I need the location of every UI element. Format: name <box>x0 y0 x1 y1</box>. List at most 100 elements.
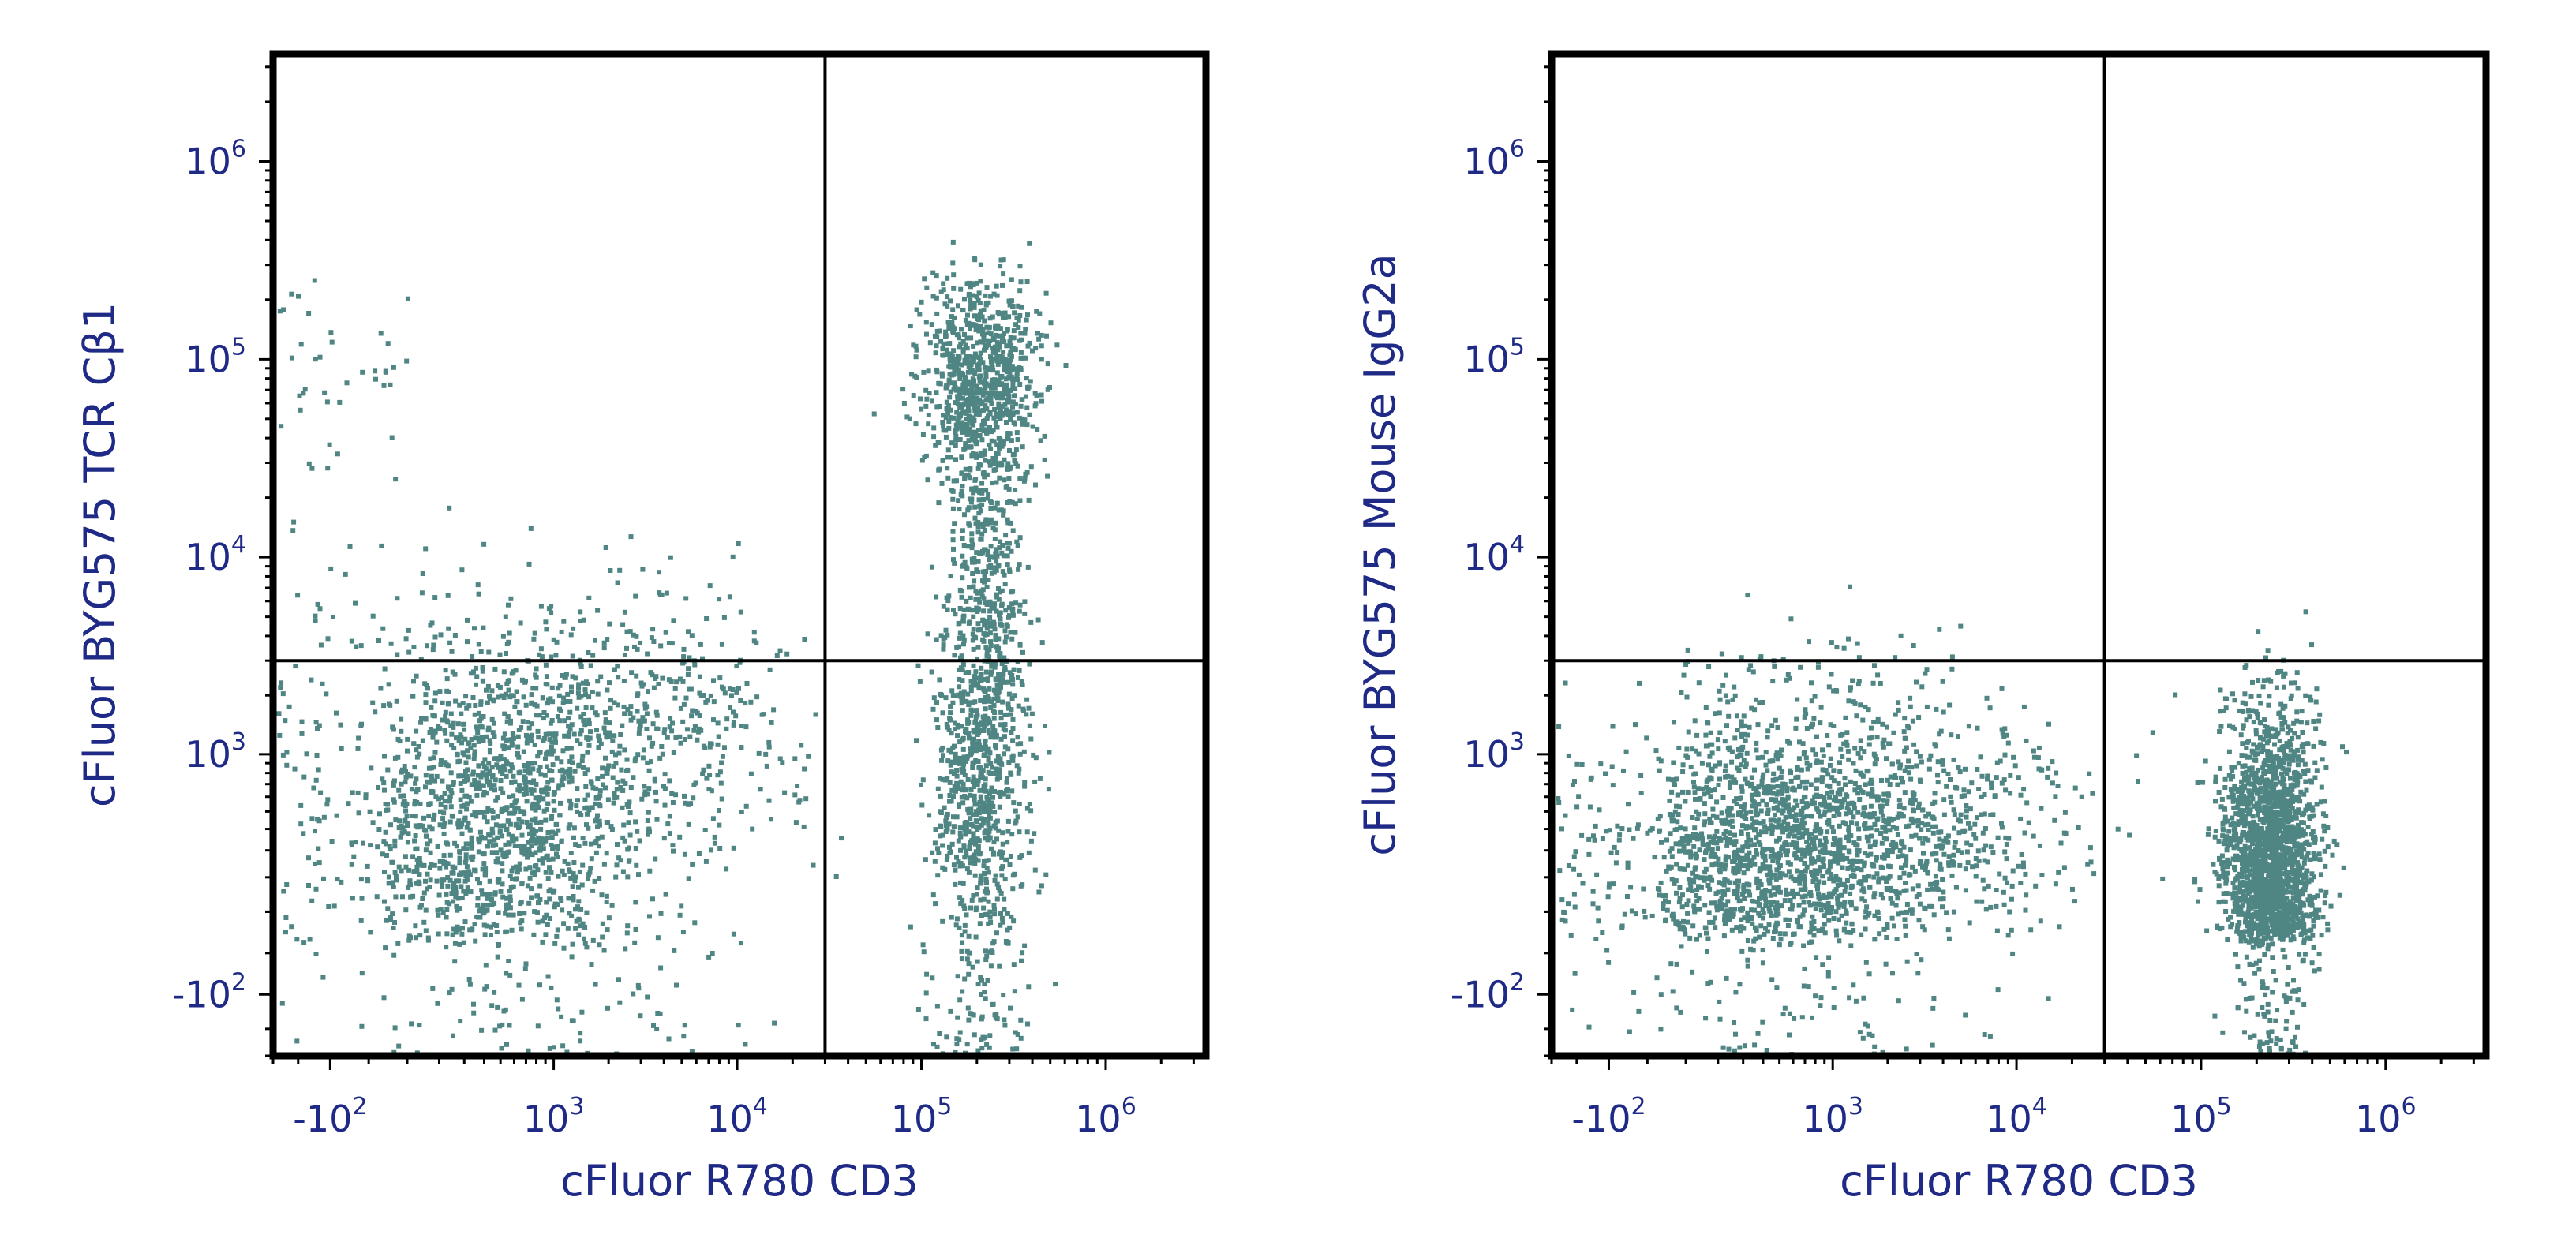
data-point <box>590 937 596 943</box>
data-point <box>512 800 518 806</box>
data-point <box>1866 911 1872 916</box>
data-point <box>991 840 997 845</box>
data-point <box>698 642 703 647</box>
y-tick-label: 105 <box>185 333 246 380</box>
data-point <box>469 737 474 742</box>
data-point <box>593 850 599 855</box>
data-point <box>999 855 1005 860</box>
data-point <box>492 890 498 896</box>
data-point <box>947 363 953 368</box>
data-point <box>537 858 542 863</box>
data-point <box>382 666 388 672</box>
data-point <box>941 604 946 609</box>
data-point <box>526 769 531 775</box>
data-point <box>457 849 462 855</box>
data-point <box>484 687 489 693</box>
data-point <box>592 878 597 884</box>
data-point <box>683 737 687 742</box>
data-point <box>514 689 519 694</box>
data-point <box>580 921 586 926</box>
data-point <box>635 982 641 988</box>
data-point <box>953 751 958 757</box>
data-point <box>375 844 380 850</box>
data-point <box>995 323 1001 328</box>
data-point <box>1758 882 1764 888</box>
data-point <box>473 938 478 944</box>
data-point <box>986 822 991 828</box>
data-point <box>950 496 956 502</box>
data-point <box>506 818 511 824</box>
data-point <box>471 1001 476 1007</box>
data-point <box>964 758 969 764</box>
data-point <box>511 838 516 844</box>
data-point <box>958 834 964 840</box>
data-point <box>1006 541 1012 546</box>
data-point <box>541 710 547 715</box>
data-point <box>960 307 965 312</box>
data-point <box>996 828 1002 833</box>
data-point <box>934 311 940 316</box>
data-point <box>1559 917 1565 922</box>
data-point <box>492 990 497 995</box>
data-point <box>972 429 977 435</box>
data-point <box>392 844 398 849</box>
data-point <box>972 679 977 684</box>
data-point <box>1723 835 1728 840</box>
data-point <box>1006 476 1012 481</box>
data-point <box>368 930 373 935</box>
data-point <box>1586 836 1592 842</box>
data-point <box>447 990 452 996</box>
data-point <box>1770 817 1776 823</box>
data-point <box>1015 377 1020 382</box>
data-point <box>1021 478 1027 484</box>
data-point <box>994 930 999 936</box>
data-point <box>280 691 286 697</box>
data-point <box>957 635 962 641</box>
data-point <box>987 620 993 626</box>
data-point <box>581 718 586 724</box>
data-point <box>911 342 916 348</box>
data-point <box>429 620 435 626</box>
data-point <box>1708 979 1713 985</box>
data-point <box>929 322 934 327</box>
data-point <box>736 1023 741 1028</box>
data-point <box>559 629 564 634</box>
data-point <box>553 822 559 827</box>
data-point <box>957 411 962 417</box>
x-axis-title: cFluor R780 CD3 <box>560 1156 919 1206</box>
data-point <box>561 921 567 926</box>
data-point <box>964 358 970 364</box>
data-point <box>485 771 491 776</box>
data-point <box>1029 711 1035 716</box>
data-point <box>1856 836 1862 841</box>
data-point <box>550 699 556 705</box>
data-point <box>953 357 958 361</box>
data-point <box>500 852 506 858</box>
data-point <box>986 492 991 497</box>
data-point <box>635 646 640 652</box>
data-point <box>990 1002 995 1007</box>
data-point <box>492 734 497 739</box>
data-point <box>1956 830 1962 836</box>
data-point <box>395 754 401 760</box>
data-point <box>631 632 636 638</box>
data-point <box>390 724 395 730</box>
data-point <box>544 674 549 679</box>
data-point <box>672 948 677 953</box>
data-point <box>504 902 508 907</box>
data-point <box>501 669 507 675</box>
data-point <box>998 651 1003 657</box>
data-point <box>500 634 506 639</box>
data-point <box>998 736 1004 742</box>
data-point <box>578 728 584 733</box>
data-point <box>541 808 547 814</box>
data-point <box>1001 727 1006 731</box>
data-point <box>442 791 447 796</box>
data-point <box>353 840 358 845</box>
data-point <box>938 339 944 344</box>
data-point <box>986 870 991 875</box>
data-point <box>436 892 442 898</box>
data-point <box>973 809 979 814</box>
data-point <box>966 293 972 298</box>
data-point <box>586 694 592 700</box>
